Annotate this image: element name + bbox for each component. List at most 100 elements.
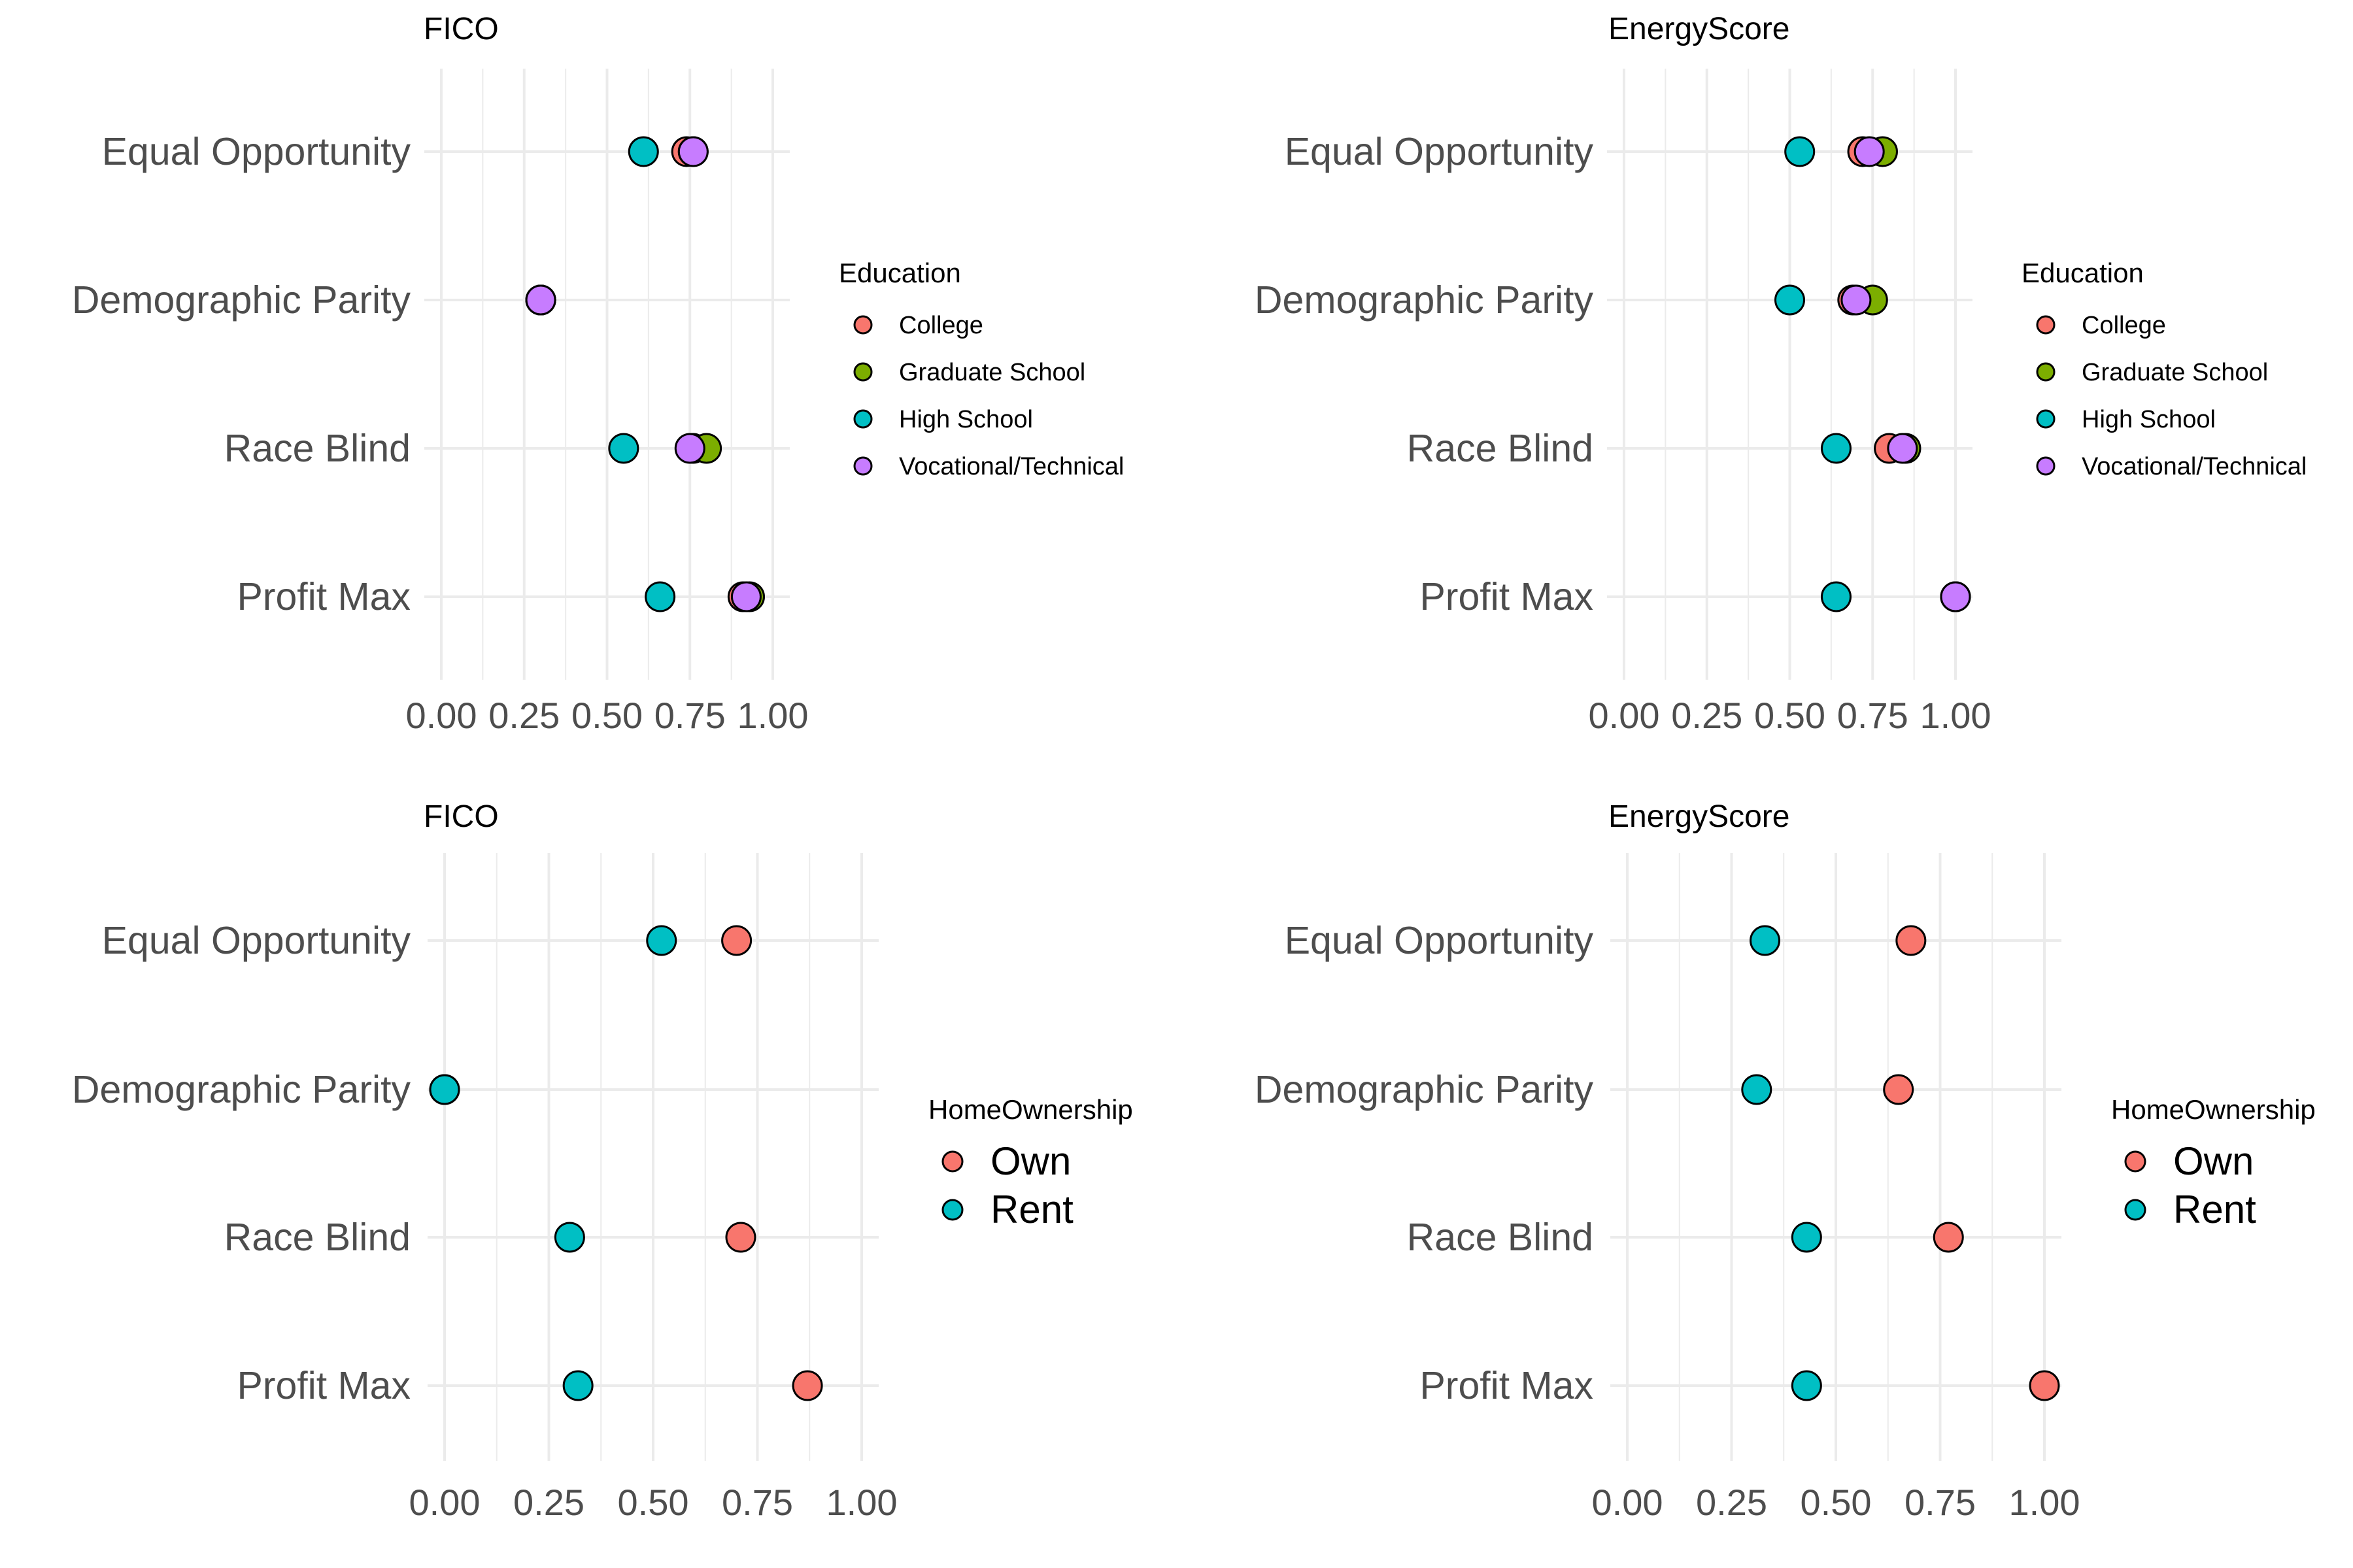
- data-point-rent: [1741, 1074, 1772, 1105]
- x-tick-label: 0.25: [488, 695, 560, 736]
- legend-label: College: [899, 312, 983, 339]
- legend-key: [2036, 456, 2056, 476]
- legend-key: [2036, 409, 2056, 429]
- legend-title: Education: [2022, 258, 2144, 288]
- data-point-own: [1883, 1074, 1914, 1105]
- chart-panel-1: FICO Equal Opportunity Demographic Parity R…: [72, 12, 1124, 736]
- x-tick-label: 0.25: [1696, 1482, 1767, 1523]
- legend-label: College: [2082, 312, 2166, 339]
- data-point-high-school: [1820, 433, 1852, 464]
- x-tick-label: 0.50: [1754, 695, 1825, 736]
- x-tick-label: 0.25: [513, 1482, 584, 1523]
- data-point-vocational-technical: [1887, 433, 1918, 464]
- legend-key: [853, 362, 873, 382]
- y-tick-label: Race Blind: [224, 427, 411, 470]
- legend-label: High School: [899, 406, 1033, 433]
- legend-title: HomeOwnership: [2111, 1094, 2316, 1125]
- y-tick-label: Equal Opportunity: [102, 130, 411, 173]
- y-tick-label: Demographic Parity: [72, 278, 411, 322]
- y-tick-label: Demographic Parity: [1255, 1068, 1594, 1111]
- panel-title: FICO: [424, 799, 499, 834]
- data-point-vocational-technical: [730, 581, 762, 612]
- data-point-rent: [1791, 1222, 1822, 1253]
- x-tick-label: 1.00: [826, 1482, 898, 1523]
- chart-panel-2: EnergyScore Equal Opportunity Demographic …: [1255, 12, 2307, 736]
- y-tick-label: Profit Max: [1419, 575, 1593, 618]
- legend-title: Education: [839, 258, 961, 288]
- panel-title: EnergyScore: [1608, 12, 1789, 46]
- data-point-high-school: [1784, 136, 1816, 167]
- legend-title: HomeOwnership: [928, 1094, 1133, 1125]
- data-point-vocational-technical: [677, 136, 709, 167]
- x-tick-label: 0.50: [618, 1482, 689, 1523]
- legend-key: [853, 315, 873, 335]
- legend-label: Own: [990, 1139, 1071, 1183]
- data-point-rent: [1750, 925, 1781, 956]
- legend-key: [2124, 1199, 2146, 1221]
- legend-label: High School: [2082, 406, 2216, 433]
- x-tick-label: 0.75: [1837, 695, 1908, 736]
- data-point-vocational-technical: [674, 433, 705, 464]
- legend: HomeOwnership Own Rent: [928, 1094, 1133, 1231]
- data-point-vocational-technical: [525, 284, 556, 316]
- data-point-high-school: [1774, 284, 1805, 316]
- panel-title: EnergyScore: [1608, 799, 1789, 834]
- data-point-rent: [1791, 1370, 1822, 1401]
- data-point-high-school: [645, 581, 676, 612]
- chart-panel-4: EnergyScore Equal Opportunity Demographic …: [1255, 799, 2316, 1523]
- legend-label: Rent: [990, 1188, 1074, 1231]
- legend-label: Rent: [2173, 1188, 2256, 1231]
- data-point-vocational-technical: [1840, 284, 1872, 316]
- legend: Education College Graduate School High Scho…: [839, 258, 1124, 480]
- legend-key: [2036, 362, 2056, 382]
- legend-key: [2036, 315, 2056, 335]
- y-tick-label: Profit Max: [1419, 1364, 1593, 1407]
- y-tick-label: Demographic Parity: [1255, 278, 1594, 322]
- data-point-vocational-technical: [1854, 136, 1885, 167]
- x-tick-label: 1.00: [737, 695, 809, 736]
- x-tick-label: 0.00: [406, 695, 477, 736]
- y-tick-label: Equal Opportunity: [1285, 919, 1594, 962]
- y-tick-label: Profit Max: [237, 1364, 411, 1407]
- x-tick-label: 0.75: [1904, 1482, 1976, 1523]
- legend-key: [941, 1199, 964, 1221]
- data-point-own: [2029, 1370, 2060, 1401]
- x-tick-label: 1.00: [1920, 695, 1991, 736]
- data-point-high-school: [628, 136, 659, 167]
- data-point-rent: [646, 925, 677, 956]
- legend-label: Graduate School: [899, 359, 1085, 386]
- y-tick-label: Race Blind: [1407, 427, 1593, 470]
- x-tick-label: 0.00: [1589, 695, 1660, 736]
- data-point-vocational-technical: [1940, 581, 1971, 612]
- data-point-own: [721, 925, 753, 956]
- data-point-high-school: [1820, 581, 1852, 612]
- data-point-own: [1933, 1222, 1964, 1253]
- data-point-rent: [562, 1370, 594, 1401]
- legend-label: Vocational/Technical: [899, 453, 1124, 480]
- legend: Education College Graduate School High Scho…: [2022, 258, 2307, 480]
- legend-label: Vocational/Technical: [2082, 453, 2307, 480]
- legend-label: Own: [2173, 1139, 2254, 1183]
- x-tick-label: 1.00: [2009, 1482, 2080, 1523]
- chart-panel-3: FICO Equal Opportunity Demographic Parity R…: [72, 799, 1133, 1523]
- x-tick-label: 0.75: [654, 695, 726, 736]
- x-tick-label: 0.75: [722, 1482, 793, 1523]
- y-tick-label: Race Blind: [224, 1216, 411, 1259]
- data-point-rent: [554, 1222, 585, 1253]
- data-point-own: [725, 1222, 756, 1253]
- legend-label: Graduate School: [2082, 359, 2268, 386]
- data-point-own: [1895, 925, 1927, 956]
- data-point-own: [792, 1370, 823, 1401]
- legend: HomeOwnership Own Rent: [2111, 1094, 2316, 1231]
- x-tick-label: 0.25: [1671, 695, 1742, 736]
- data-point-rent: [429, 1074, 460, 1105]
- y-tick-label: Profit Max: [237, 575, 411, 618]
- y-tick-label: Race Blind: [1407, 1216, 1593, 1259]
- y-tick-label: Equal Opportunity: [1285, 130, 1594, 173]
- data-point-high-school: [608, 433, 639, 464]
- x-tick-label: 0.50: [571, 695, 643, 736]
- legend-key: [853, 409, 873, 429]
- legend-key: [2124, 1150, 2146, 1173]
- x-tick-label: 0.50: [1801, 1482, 1872, 1523]
